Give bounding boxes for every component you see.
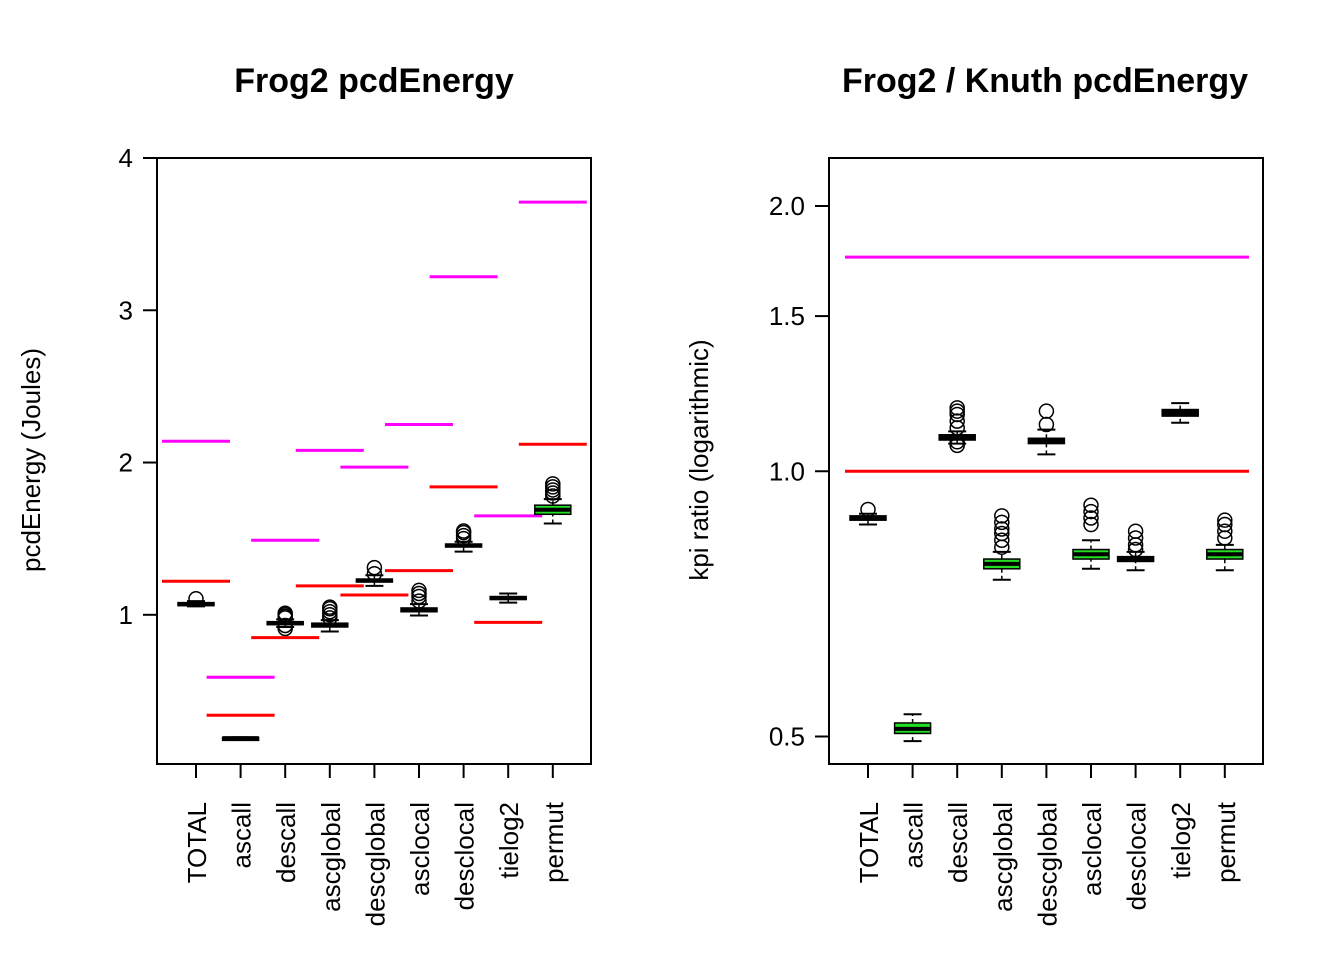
right-x-tick-label: asclocal: [1077, 802, 1107, 896]
left-y-tick-label: 3: [119, 295, 133, 325]
left-y-tick-label: 4: [119, 143, 133, 173]
right-x-tick-label: permut: [1211, 801, 1241, 883]
left-outlier-point: [545, 476, 561, 492]
right-x-tick-label: ascglobal: [988, 802, 1018, 912]
right-outlier-point: [1127, 530, 1144, 546]
right-x-tick-label: desclocal: [1122, 802, 1152, 910]
right-chart-title: Frog2 / Knuth pcdEnergy: [842, 62, 1248, 100]
right-outlier-point: [1127, 541, 1144, 558]
right-x-tick-label: TOTAL: [854, 802, 884, 883]
left-outlier-point: [411, 593, 427, 609]
left-chart-title: Frog2 pcdEnergy: [234, 62, 514, 100]
left-y-tick-label: 2: [119, 448, 133, 478]
right-outlier-point: [994, 525, 1010, 542]
right-x-tick-label: ascall: [899, 802, 929, 868]
right-outlier-point: [1083, 497, 1099, 513]
left-x-tick-label: ascglobal: [316, 802, 346, 912]
right-y-tick-label: 0.5: [769, 722, 805, 752]
right-outlier-point: [1217, 516, 1233, 533]
left-x-tick-label: permut: [539, 801, 569, 883]
right-y-axis-label: kpi ratio (logarithmic): [684, 339, 714, 580]
right-outlier-point: [994, 508, 1010, 524]
right-x-tick-label: descall: [943, 802, 973, 883]
right-outlier-point: [1083, 510, 1099, 526]
right-outlier-point: [1038, 403, 1055, 419]
left-outlier-point: [545, 479, 561, 495]
right-outlier-point: [860, 501, 876, 518]
right-outlier-point: [949, 403, 965, 419]
left-outlier-point: [277, 605, 293, 622]
right-outlier-point: [994, 521, 1010, 537]
left-x-tick-label: descall: [271, 802, 301, 883]
left-outlier-point: [455, 523, 472, 539]
left-outlier-point: [322, 599, 338, 615]
left-outlier-point: [411, 582, 427, 599]
right-outlier-point: [1127, 523, 1144, 539]
right-y-tick-label: 2.0: [769, 191, 805, 221]
right-plot-marks: 0.5 1.0 1.5 2.0 TOTAL ascall descall ascglobal d…: [769, 191, 1249, 926]
left-outlier-point: [277, 617, 293, 634]
left-x-tick-label: TOTAL: [182, 802, 212, 883]
right-outlier-point: [1217, 523, 1233, 539]
left-plot-frame: [156, 157, 592, 765]
right-outlier-point: [949, 437, 965, 454]
right-panel: Frog2 / Knuth pcdEnergy kpi ratio (logar…: [684, 62, 1264, 926]
right-y-tick-label: 1.0: [769, 456, 805, 486]
left-x-tick-label: tielog2: [494, 802, 524, 879]
left-plot-marks: 1 2 3 4 TOTAL ascall descall ascglobal descgloba…: [119, 143, 587, 926]
left-y-tick-label: 1: [119, 600, 133, 630]
left-outlier-point: [366, 559, 383, 576]
left-outlier-point: [545, 482, 561, 498]
left-x-tick-label: ascall: [227, 802, 257, 868]
right-outlier-point: [1217, 512, 1233, 528]
right-outlier-point: [949, 400, 965, 416]
left-x-tick-label: asclocal: [405, 802, 435, 896]
right-outlier-point: [994, 532, 1010, 549]
left-y-axis-label: pcdEnergy (Joules): [16, 348, 46, 572]
left-outlier-point: [366, 565, 383, 582]
right-outlier-point: [1083, 503, 1099, 520]
right-y-tick-label: 1.5: [769, 301, 805, 331]
right-x-tick-label: tielog2: [1166, 802, 1196, 879]
left-x-tick-label: descglobal: [360, 802, 390, 926]
right-plot-frame: [828, 157, 1264, 765]
right-outlier-point: [949, 413, 965, 429]
left-x-tick-label: desclocal: [450, 802, 480, 910]
left-panel: Frog2 pcdEnergy pcdEnergy (Joules) 1 2 3 4 T…: [16, 62, 592, 926]
left-outlier-point: [188, 591, 204, 607]
right-outlier-point: [1083, 516, 1099, 533]
right-outlier-point: [994, 514, 1010, 531]
right-x-tick-label: descglobal: [1032, 802, 1062, 926]
